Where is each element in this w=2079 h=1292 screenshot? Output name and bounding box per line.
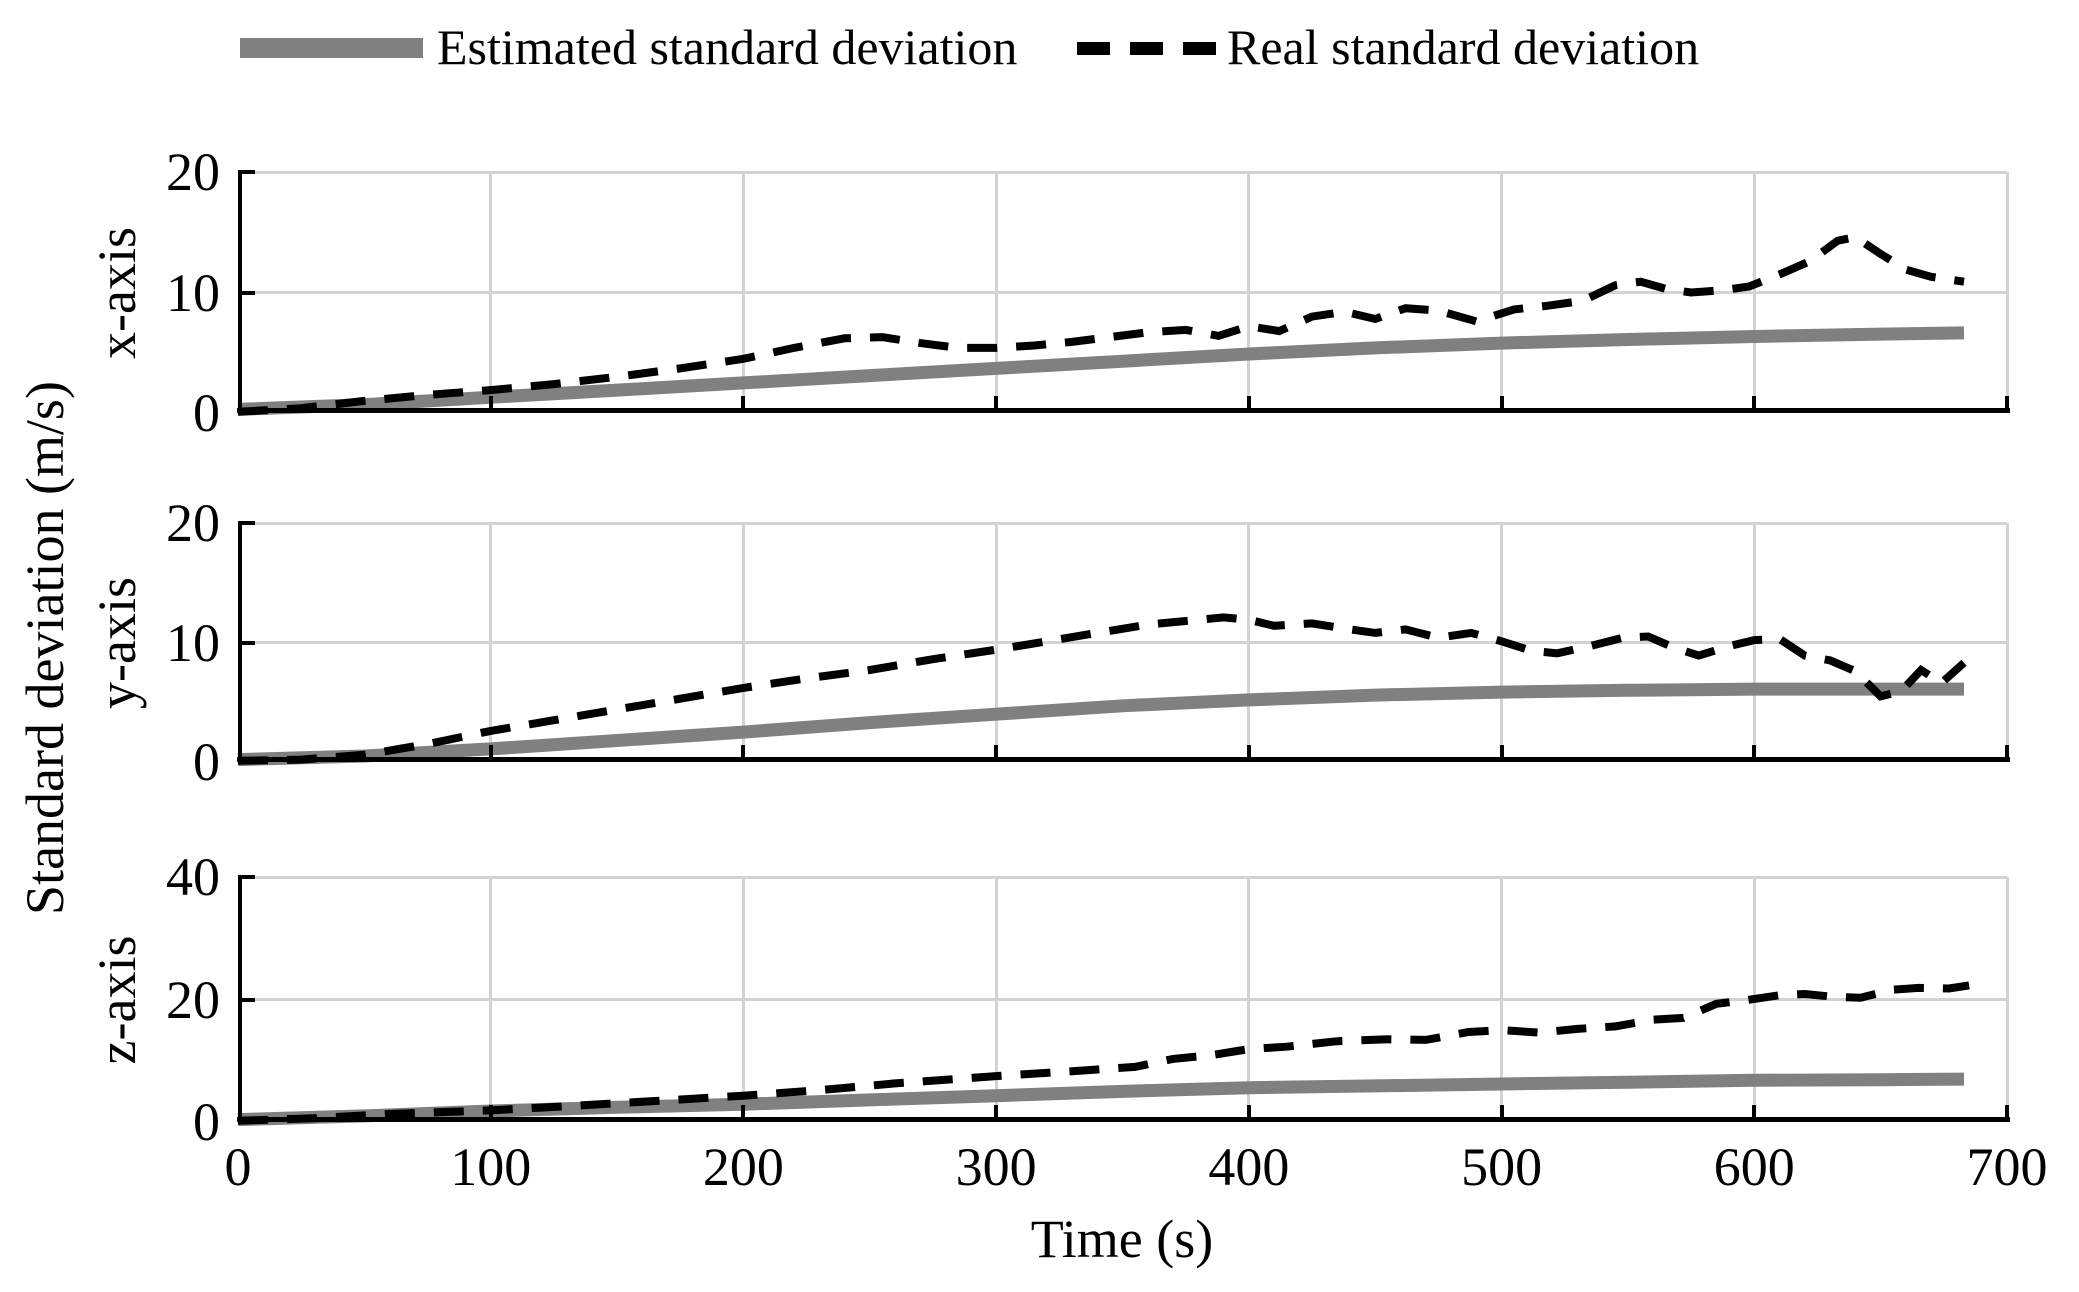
x-tick-label: 300: [955, 1137, 1037, 1197]
real-standard-deviation-line: [237, 232, 1965, 416]
x-tick-mark: [2005, 396, 2009, 413]
y-tick-mark: [238, 640, 255, 645]
x-tick-mark: [1499, 1105, 1504, 1122]
bottom-spine: [237, 408, 2010, 413]
gridline-horizontal: [238, 641, 2007, 644]
gridline-horizontal: [238, 170, 2007, 174]
legend-swatch-real: [1077, 42, 1216, 55]
y-tick-mark: [238, 411, 255, 415]
x-tick-mark: [1752, 745, 1757, 762]
x-tick-label: 600: [1713, 1137, 1795, 1197]
x-tick-label: 700: [1966, 1137, 2048, 1197]
estimated-standard-deviation-line: [237, 326, 1965, 416]
x-tick-mark: [1246, 745, 1251, 762]
bottom-spine: [237, 1117, 2010, 1122]
x-tick-mark: [1752, 1105, 1757, 1122]
x-tick-mark: [1499, 745, 1504, 762]
x-tick-mark: [1752, 396, 1757, 413]
x-tick-mark: [994, 1105, 999, 1122]
subplot-z-axis: 0 20 40: [166, 848, 2010, 1151]
x-tick-mark: [741, 396, 746, 413]
y-tick-mark: [238, 290, 255, 295]
x-tick-label: 400: [1208, 1137, 1290, 1197]
x-tick-mark: [741, 1105, 746, 1122]
y-tick-label: 20: [166, 142, 220, 202]
estimated-standard-deviation-line: [237, 682, 1964, 767]
x-tick-label: 100: [450, 1137, 532, 1197]
series-canvas: [237, 613, 1967, 767]
gridline-vertical: [2005, 523, 2009, 762]
x-tick-mark: [488, 1105, 493, 1122]
y-tick-label: 20: [166, 493, 220, 553]
x-tick-mark: [1499, 396, 1504, 413]
x-tick-mark: [1246, 396, 1251, 413]
y-tick-mark: [238, 521, 255, 525]
x-tick-mark: [994, 396, 999, 413]
legend: Estimated standard deviation Real standa…: [0, 0, 2079, 90]
y-tick-label: 0: [193, 732, 220, 792]
x-tick-mark: [2005, 745, 2009, 762]
gridline-horizontal: [238, 291, 2007, 294]
gridline-vertical: [2005, 877, 2009, 1122]
legend-label-estimated: Estimated standard deviation: [437, 19, 1018, 75]
legend-label-real: Real standard deviation: [1227, 19, 1700, 75]
series-canvas: [237, 232, 1965, 416]
y-tick-label: 10: [166, 262, 220, 323]
y-tick-mark: [238, 170, 255, 174]
y-tick-label: 40: [166, 847, 220, 907]
y-tick-mark: [238, 997, 255, 1002]
gridline-horizontal: [238, 521, 2007, 525]
gridline-horizontal: [238, 875, 2007, 879]
x-tick-label: 500: [1461, 1137, 1543, 1197]
x-tick-mark: [994, 745, 999, 762]
x-tick-mark: [488, 745, 493, 762]
legend-swatch-estimated: [240, 38, 423, 58]
real-standard-deviation-line: [237, 981, 1970, 1125]
y-tick-label: 10: [166, 612, 220, 673]
y-tick-mark: [238, 760, 255, 764]
x-tick-mark: [488, 396, 493, 413]
gridline-horizontal: [238, 998, 2007, 1001]
gridline-vertical: [2005, 172, 2009, 413]
y-tick-mark: [238, 875, 255, 879]
x-axis-label: Time (s): [1030, 1209, 1214, 1269]
x-tick-label: 200: [702, 1137, 784, 1197]
x-tick-label: 0: [224, 1137, 252, 1197]
series-canvas: [237, 981, 1970, 1127]
x-tick-mark: [741, 745, 746, 762]
subplot-x-axis: 0 10 20: [166, 143, 2010, 442]
x-tick-mark: [2005, 1105, 2009, 1122]
y-axis-label: Standard deviation (m/s): [15, 381, 75, 915]
y-tick-label: 0: [193, 1092, 220, 1152]
y-tick-mark: [238, 1120, 255, 1124]
x-tick-mark: [1246, 1105, 1251, 1122]
y-tick-label: 20: [166, 969, 220, 1030]
y-tick-label: 0: [193, 383, 220, 443]
real-standard-deviation-line: [237, 613, 1967, 765]
subplot-y-axis: 0 10 20: [166, 494, 2010, 791]
bottom-spine: [237, 757, 2010, 762]
